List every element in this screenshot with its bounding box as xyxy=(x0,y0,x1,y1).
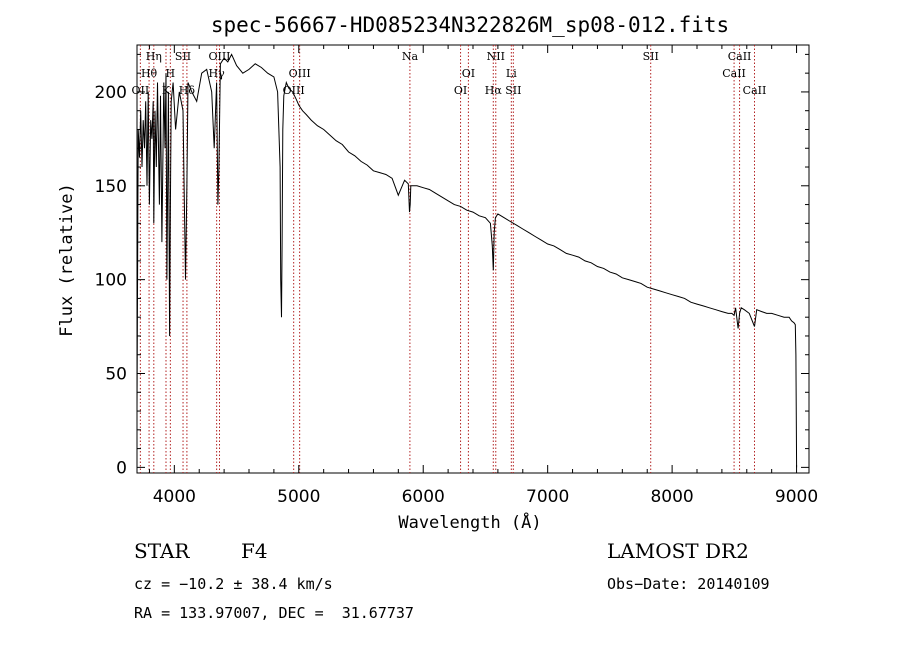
object-class: STAR xyxy=(134,539,190,563)
x-tick-label: 6000 xyxy=(402,487,445,507)
line-marker-label: OII xyxy=(132,84,150,97)
line-marker-label: CaII xyxy=(722,67,746,80)
spectrum-line xyxy=(136,53,798,468)
x-axis-label: Wavelength (Å) xyxy=(398,511,541,533)
observation-date: Obs−Date: 20140109 xyxy=(607,575,770,593)
y-axis-label: Flux (relative) xyxy=(57,183,77,337)
y-tick-label: 200 xyxy=(95,83,127,103)
line-marker-label: OI xyxy=(462,67,475,80)
y-tick-label: 100 xyxy=(95,271,127,291)
y-tick-label: 50 xyxy=(105,365,127,385)
line-marker-label: SII xyxy=(505,84,521,97)
chart-title: spec-56667-HD085234N322826M_sp08-012.fit… xyxy=(211,13,729,37)
line-marker-label: SII xyxy=(643,50,659,63)
line-marker-label: Hη xyxy=(146,50,162,63)
line-marker-label: CaII xyxy=(743,84,767,97)
y-axis-ticks: 0 50 100 150 200 xyxy=(95,53,809,478)
line-marker-label: Na xyxy=(402,50,419,63)
object-subclass: F4 xyxy=(241,539,268,563)
redshift-value: cz = −10.2 ± 38.4 km/s xyxy=(134,575,333,593)
survey-name: LAMOST DR2 xyxy=(607,539,749,563)
line-marker-label: SII xyxy=(175,50,191,63)
plot-frame xyxy=(136,44,810,474)
spectral-line-markers xyxy=(139,45,755,473)
line-marker-label: Hθ xyxy=(141,67,158,80)
y-tick-label: 0 xyxy=(116,458,127,478)
spectrum-chart: spec-56667-HD085234N322826M_sp08-012.fit… xyxy=(57,13,818,533)
line-marker-label: OI xyxy=(454,84,467,97)
line-marker-label: Hα xyxy=(485,84,503,97)
x-tick-label: 9000 xyxy=(775,487,818,507)
line-marker-label: Hδ xyxy=(179,84,196,97)
line-marker-label: CaII xyxy=(728,50,752,63)
x-axis-ticks: 4000 5000 6000 7000 8000 9000 xyxy=(148,45,818,507)
line-marker-label: H xyxy=(166,67,176,80)
x-tick-label: 5000 xyxy=(277,487,320,507)
line-marker-label: NII xyxy=(487,50,505,63)
y-tick-label: 150 xyxy=(95,177,127,197)
line-marker-label: Hγ xyxy=(209,67,226,80)
line-marker-label: OIII xyxy=(289,67,311,80)
x-tick-label: 7000 xyxy=(526,487,569,507)
x-tick-label: 8000 xyxy=(650,487,693,507)
x-tick-label: 4000 xyxy=(153,487,196,507)
line-marker-label: Li xyxy=(506,67,517,80)
coordinates: RA = 133.97007, DEC = 31.67737 xyxy=(134,604,414,622)
